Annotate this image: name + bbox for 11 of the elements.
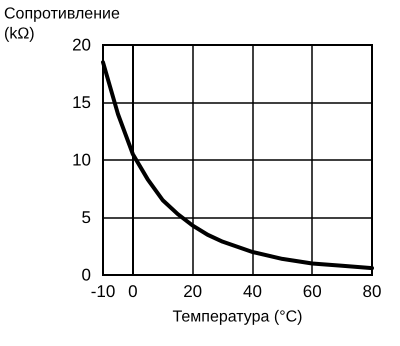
y-tick-label: 15 xyxy=(72,93,91,112)
x-tick-label: 20 xyxy=(183,282,202,301)
x-tick-label: 0 xyxy=(128,282,138,301)
x-axis-title: Температура (°C) xyxy=(172,308,302,326)
x-tick-label: 60 xyxy=(302,282,322,301)
x-tick-label: -10 xyxy=(90,282,116,301)
x-tick-label: 40 xyxy=(242,282,262,301)
y-tick-label: 0 xyxy=(82,266,91,284)
x-tick-label: 80 xyxy=(362,282,382,301)
y-tick-label: 10 xyxy=(72,150,91,170)
y-tick-label: 5 xyxy=(82,208,91,227)
